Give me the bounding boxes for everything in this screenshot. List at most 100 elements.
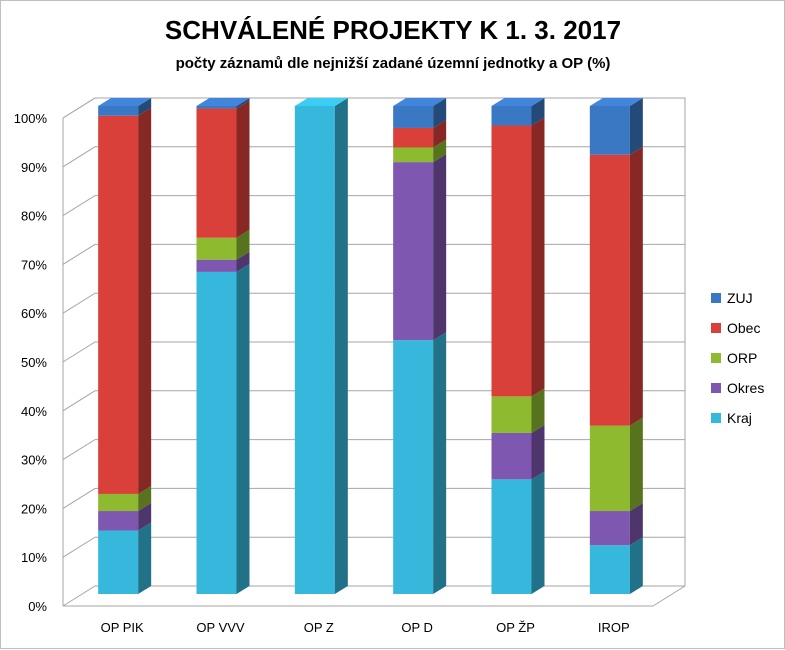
bar-segment-side — [334, 98, 348, 594]
chart-title: SCHVÁLENÉ PROJEKTY K 1. 3. 2017 — [165, 15, 621, 45]
legend-swatch-okres — [711, 383, 721, 393]
bar-segment-obec — [491, 125, 532, 397]
gridline — [62, 487, 685, 509]
bar-segment-side — [236, 98, 250, 109]
bar-segment-side — [138, 98, 152, 116]
x-tick-label: OP Z — [304, 620, 334, 635]
bar-stack — [491, 98, 545, 594]
grid-lines — [62, 97, 686, 607]
bar-segment-obec — [589, 154, 630, 426]
bar-segment-okres — [98, 511, 139, 531]
bar-stack — [98, 98, 152, 594]
bar-top — [491, 98, 545, 106]
bar-segment-side — [138, 503, 152, 531]
bar-segment-orp — [196, 237, 237, 260]
legend: ZUJ Obec ORP Okres Kraj — [711, 290, 764, 426]
bar-segment-side — [236, 251, 250, 272]
x-tick-label: OP D — [401, 620, 433, 635]
bar-segment-side — [236, 100, 250, 238]
x-tick-label: OP ŽP — [496, 620, 535, 635]
bar-segment-side — [531, 388, 545, 433]
bar-segment-side — [629, 98, 643, 155]
bar-segment-side — [531, 98, 545, 126]
x-tick-label: OP PIK — [101, 620, 144, 635]
gridline — [62, 390, 685, 412]
y-tick-label: 100% — [14, 111, 48, 126]
y-tick-label: 70% — [21, 257, 47, 272]
bar-segment-side — [138, 522, 152, 594]
legend-label-orp: ORP — [727, 350, 757, 366]
gridline — [62, 536, 685, 558]
gridline — [62, 243, 685, 265]
bar-segment-side — [531, 471, 545, 594]
y-tick-label: 60% — [21, 306, 47, 321]
bar-top — [393, 98, 447, 106]
bar-segment-side — [138, 485, 152, 512]
bar-stack — [589, 98, 643, 594]
legend-swatch-obec — [711, 323, 721, 333]
bar-segment-okres — [491, 432, 532, 480]
bar-segment-side — [138, 107, 152, 494]
bar-segment-side — [531, 424, 545, 480]
bar-segment-side — [433, 154, 447, 341]
gridline — [62, 195, 685, 217]
bar-segment-side — [531, 117, 545, 397]
bar-segment-side — [433, 139, 447, 163]
y-tick-label: 40% — [21, 404, 47, 419]
bar-segment-okres — [589, 511, 630, 546]
gridline — [62, 146, 685, 168]
bar-segment-zuj — [491, 106, 532, 126]
bar-segment-side — [236, 229, 250, 260]
bar-segment-kraj — [98, 530, 139, 594]
gridline — [62, 292, 685, 314]
bar-segment-obec — [393, 127, 434, 148]
bar-segment-zuj — [589, 106, 630, 155]
bar-segment-obec — [98, 115, 139, 494]
legend-label-okres: Okres — [727, 380, 764, 396]
gridline — [62, 97, 685, 119]
bar-segment-side — [236, 263, 250, 594]
bar-segment-zuj — [393, 106, 434, 128]
bar-stack — [196, 98, 250, 594]
bar-stack — [294, 98, 348, 594]
bars — [98, 98, 643, 594]
bar-segment-orp — [589, 425, 630, 512]
legend-label-kraj: Kraj — [727, 410, 752, 426]
bar-segment-kraj — [393, 340, 434, 594]
bar-segment-side — [433, 332, 447, 594]
bar-segment-okres — [196, 259, 237, 272]
bar-segment-zuj — [196, 106, 237, 109]
bar-top — [196, 98, 250, 106]
bar-segment-kraj — [589, 545, 630, 594]
bar-segment-side — [433, 119, 447, 148]
x-tick-label: IROP — [598, 620, 630, 635]
legend-label-obec: Obec — [727, 320, 760, 336]
legend-swatch-orp — [711, 353, 721, 363]
bar-top — [294, 98, 348, 106]
bar-segment-kraj — [196, 271, 237, 594]
chart-subtitle: počty záznamů dle nejnižší zadané územní… — [176, 55, 611, 72]
bar-top — [589, 98, 643, 106]
gridline — [62, 439, 685, 461]
bar-segment-side — [629, 537, 643, 594]
gridline — [62, 341, 685, 363]
bar-segment-orp — [98, 493, 139, 512]
bar-segment-orp — [491, 396, 532, 433]
y-tick-label: 50% — [21, 355, 47, 370]
y-tick-label: 90% — [21, 160, 47, 175]
gridline — [62, 585, 685, 607]
bar-segment-side — [629, 417, 643, 512]
y-tick-label: 80% — [21, 209, 47, 224]
bar-segment-kraj — [491, 479, 532, 594]
bar-segment-side — [433, 98, 447, 128]
y-tick-label: 20% — [21, 501, 47, 516]
y-tick-label: 0% — [28, 599, 47, 614]
bar-top — [98, 98, 152, 106]
legend-swatch-zuj — [711, 293, 721, 303]
x-tick-label: OP VVV — [196, 620, 245, 635]
bar-segment-orp — [393, 147, 434, 163]
bar-segment-side — [629, 503, 643, 546]
bar-segment-zuj — [98, 106, 139, 116]
bar-segment-kraj — [294, 106, 335, 594]
